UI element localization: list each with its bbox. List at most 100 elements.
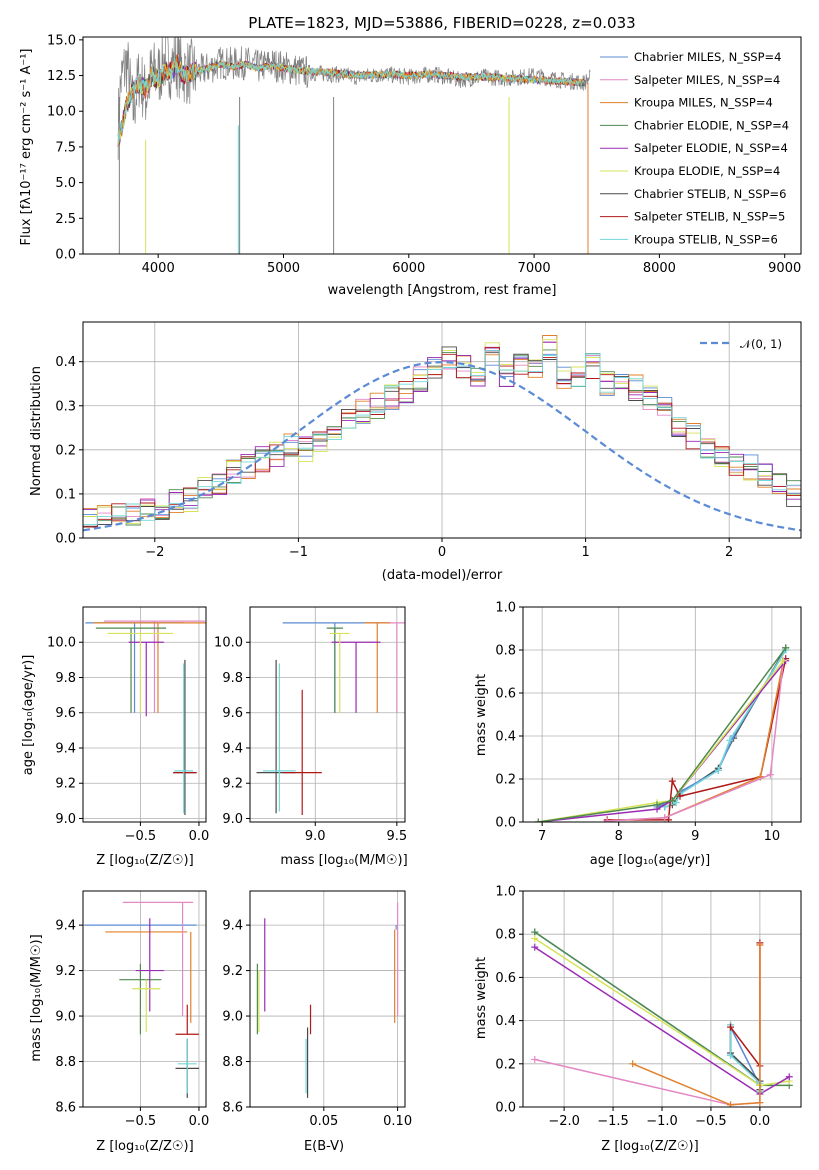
model-spectrum-line [117, 54, 585, 146]
y-tick-label: 9.4 [55, 741, 76, 756]
residual-histogram-panel: −2 −1 0 1 2 0.0 0.1 0.2 0.3 0.4 𝒩(0, 1) [55, 321, 802, 560]
plot-area [531, 928, 793, 1107]
y-tick-label: 9.2 [55, 964, 76, 979]
axes-frame [249, 890, 406, 1108]
plot-area [256, 902, 399, 1098]
weight-marker [661, 814, 669, 822]
x-tick-label: −0.5 [695, 1114, 727, 1129]
mass-vs-metallicity-panel: −0.5 0.0 8.6 8.8 9.0 9.2 9.4 [55, 890, 210, 1129]
y-tick-label: 0.1 [55, 487, 76, 502]
x-tick-label: 0.0 [189, 1114, 210, 1129]
x-tick-label: 0.0 [750, 1114, 771, 1129]
y-tick-label: 9.0 [55, 1010, 76, 1025]
wZ-xlabel: Z [log₁₀(Z/Z☉)] [601, 1139, 698, 1154]
spectrum-title: PLATE=1823, MJD=53886, FIBERID=0228, z=0… [248, 14, 635, 32]
weight-line [632, 945, 761, 1106]
plot-area [534, 644, 790, 822]
mass-vs-extinction-panel: 0.05 0.10 8.6 8.8 9.0 9.2 9.4 [222, 890, 412, 1129]
x-tick-label: 9.0 [305, 829, 326, 844]
y-tick-label: 8.6 [55, 1101, 76, 1116]
ageZ-ylabel: age [log₁₀(age/yr)] [21, 655, 36, 776]
residual-xlabel: (data-model)/error [382, 568, 503, 583]
weight-line [538, 660, 784, 822]
weight-marker [531, 1055, 539, 1063]
histogram-step [83, 346, 801, 528]
weight-marker [531, 928, 539, 936]
weight-marker [727, 1051, 735, 1059]
mE-xlabel: E(B-V) [304, 1139, 344, 1154]
ageZ-xlabel: Z [log₁₀(Z/Z☉)] [96, 853, 193, 868]
y-tick-label: 0.0 [495, 816, 516, 831]
x-tick-label: 8 [615, 829, 623, 844]
x-tick-label: −2.0 [548, 1114, 580, 1129]
weight-marker [668, 777, 676, 785]
plot-area [83, 335, 801, 537]
y-tick-label: 7.5 [55, 140, 76, 155]
axes-frame [522, 606, 802, 823]
mZ-ylabel: mass [log₁₀(M/M☉)] [29, 934, 44, 1061]
y-tick-label: 0.4 [495, 730, 516, 745]
weight-marker [665, 816, 673, 822]
y-tick-label: 9.0 [222, 1010, 243, 1025]
data-spectrum-line [117, 37, 591, 160]
weight-marker [714, 766, 722, 774]
legend-label: Salpeter MILES, N_SSP=4 [634, 73, 780, 87]
legend-label: Chabrier MILES, N_SSP=4 [634, 50, 781, 64]
y-tick-label: 9.6 [222, 706, 243, 721]
y-tick-label: 5.0 [55, 176, 76, 191]
axes-frame [82, 321, 802, 539]
spectrum-xlabel: wavelength [Angstrom, rest frame] [328, 283, 557, 298]
wAge-ylabel: mass weight [474, 674, 489, 756]
plot-area [85, 620, 206, 815]
y-tick-label: 9.2 [222, 777, 243, 792]
y-tick-label: 8.8 [222, 1055, 243, 1070]
weight-marker [727, 1101, 735, 1107]
age-vs-metallicity-panel: −0.5 0.0 9.0 9.2 9.4 9.6 9.8 10.0 [47, 606, 209, 844]
x-tick-label: 9000 [768, 261, 801, 276]
x-tick-label: −1 [289, 545, 308, 560]
y-tick-label: 9.4 [222, 741, 243, 756]
y-tick-label: 8.8 [55, 1055, 76, 1070]
x-tick-label: −0.5 [125, 1114, 157, 1129]
weight-marker [676, 792, 684, 800]
y-tick-label: 0.2 [495, 1057, 516, 1072]
y-tick-label: 8.6 [222, 1101, 243, 1116]
histogram-step [83, 341, 801, 533]
y-tick-label: 12.5 [47, 69, 76, 84]
plot-area [256, 622, 405, 815]
y-tick-label: 0.4 [55, 355, 76, 370]
weight-marker [672, 799, 680, 807]
y-tick-label: 9.8 [55, 671, 76, 686]
axes-frame [249, 606, 406, 823]
weight-marker [727, 1023, 735, 1031]
y-tick-label: 0.8 [495, 644, 516, 659]
y-tick-label: 1.0 [495, 885, 516, 900]
legend-label: Kroupa STELIB, N_SSP=6 [634, 232, 778, 246]
x-tick-label: 0 [438, 545, 446, 560]
x-tick-label: −0.5 [125, 829, 157, 844]
model-spectrum-line [117, 57, 585, 144]
weight-marker [653, 801, 661, 809]
y-tick-label: 0.2 [55, 443, 76, 458]
legend-label: 𝒩(0, 1) [740, 337, 782, 351]
axes-frame [82, 890, 207, 1108]
y-tick-label: 9.8 [222, 671, 243, 686]
residual-ylabel: Normed distribution [29, 366, 44, 496]
x-tick-label: −2 [145, 545, 164, 560]
y-tick-label: 0.6 [495, 971, 516, 986]
y-tick-label: 9.4 [55, 919, 76, 934]
wAge-xlabel: age [log₁₀(age/yr)] [590, 853, 711, 868]
y-tick-label: 0.2 [495, 773, 516, 788]
x-tick-label: 9 [691, 829, 699, 844]
weight-marker [726, 736, 734, 744]
x-tick-label: 7 [538, 829, 546, 844]
y-tick-label: 9.4 [222, 919, 243, 934]
y-tick-label: 15.0 [47, 33, 76, 48]
weight-marker [785, 1073, 793, 1081]
model-spectrum-line [117, 53, 585, 147]
weight-vs-metallicity-panel: −2.0 −1.5 −1.0 −0.5 0.0 0.0 0.2 0.4 0.6 0.8 1.0 [495, 885, 802, 1129]
y-tick-label: 10.0 [47, 636, 76, 651]
x-tick-label: 7000 [518, 261, 551, 276]
y-tick-label: 0.3 [55, 399, 76, 414]
